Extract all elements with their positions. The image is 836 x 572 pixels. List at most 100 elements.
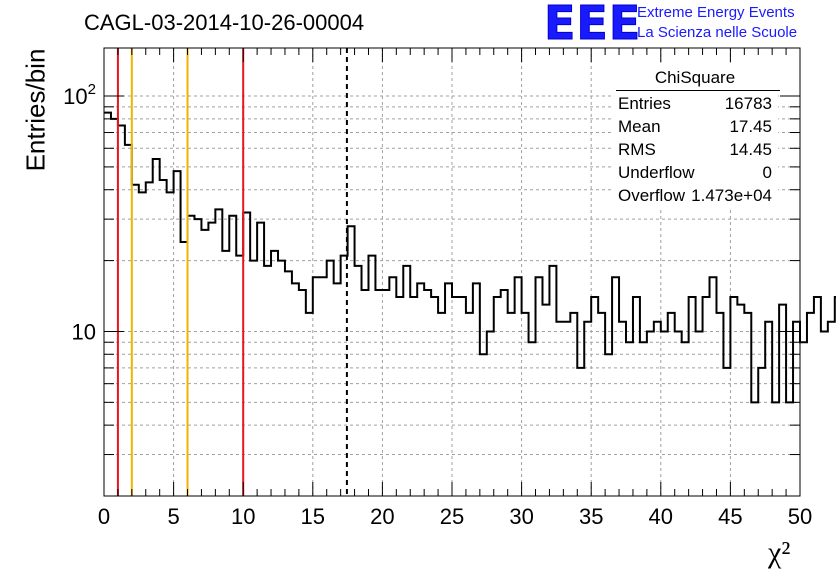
histogram-bin bbox=[703, 297, 710, 496]
chart-title: CAGL-03-2014-10-26-00004 bbox=[84, 10, 365, 35]
histogram-bin bbox=[146, 182, 153, 496]
histogram-bin bbox=[257, 223, 264, 496]
histogram-bin bbox=[243, 213, 250, 496]
histogram-bin bbox=[529, 342, 536, 496]
histogram-bin bbox=[807, 313, 814, 496]
histogram-bin bbox=[612, 277, 619, 496]
histogram-bin bbox=[619, 322, 626, 496]
histogram-bin bbox=[271, 251, 278, 496]
histogram-bin bbox=[236, 256, 243, 496]
histogram-bin bbox=[153, 159, 160, 496]
histogram-bin bbox=[208, 223, 215, 496]
stats-value: 1.473e+04 bbox=[691, 186, 772, 205]
histogram-bin bbox=[194, 219, 201, 496]
x-tick-label: 0 bbox=[98, 504, 110, 529]
histogram-bin bbox=[605, 354, 612, 496]
x-tick-label: 30 bbox=[509, 504, 533, 529]
histogram-bin bbox=[438, 313, 445, 496]
histogram-bin bbox=[111, 119, 118, 496]
histogram-bin bbox=[424, 290, 431, 496]
histogram-bin bbox=[626, 342, 633, 496]
histogram-bin bbox=[710, 277, 717, 496]
histogram-bin bbox=[821, 331, 828, 496]
histogram-bin bbox=[758, 368, 765, 496]
histogram-bin bbox=[348, 226, 355, 496]
stats-row-mean: Mean 17.45 bbox=[618, 117, 772, 139]
eee-logo: EEE bbox=[543, 0, 642, 50]
histogram-bin bbox=[668, 313, 675, 496]
histogram-bin bbox=[160, 180, 167, 496]
histogram-bin bbox=[737, 305, 744, 496]
histogram-bin bbox=[556, 322, 563, 496]
histogram-bin bbox=[445, 283, 452, 496]
histogram-bin bbox=[696, 331, 703, 496]
histogram-bin bbox=[104, 113, 111, 496]
stats-row-entries: Entries 16783 bbox=[618, 94, 772, 116]
histogram-bin bbox=[132, 185, 139, 496]
x-tick-label: 5 bbox=[167, 504, 179, 529]
histogram-bin bbox=[744, 313, 751, 496]
histogram-bin bbox=[772, 402, 779, 496]
histogram-bin bbox=[751, 402, 758, 496]
histogram-bin bbox=[522, 313, 529, 496]
x-tick-label: 50 bbox=[788, 504, 812, 529]
histogram-bin bbox=[828, 322, 835, 496]
stats-box: ChiSquare Entries 16783 Mean 17.45 RMS 1… bbox=[612, 66, 780, 208]
histogram-bin bbox=[536, 277, 543, 496]
histogram-bin bbox=[480, 354, 487, 496]
histogram-bin bbox=[682, 342, 689, 496]
histogram-bin bbox=[563, 322, 570, 496]
x-axis-label: χ² bbox=[768, 536, 791, 569]
histogram-bin bbox=[661, 331, 668, 496]
histogram-bin bbox=[689, 297, 696, 496]
histogram-bin bbox=[306, 313, 313, 496]
histogram-bin bbox=[487, 331, 494, 496]
stats-divider bbox=[616, 90, 780, 91]
histogram-bin bbox=[584, 322, 591, 496]
histogram-bin bbox=[139, 192, 146, 496]
histogram-bin bbox=[654, 322, 661, 496]
histogram-bin bbox=[382, 290, 389, 496]
x-tick-label: 25 bbox=[440, 504, 464, 529]
histogram-bin bbox=[730, 297, 737, 496]
histogram-bin bbox=[431, 297, 438, 496]
x-tick-label: 10 bbox=[231, 504, 255, 529]
histogram-bin bbox=[368, 256, 375, 496]
stats-value: 0 bbox=[762, 163, 772, 182]
histogram-bin bbox=[278, 261, 285, 496]
logo-line-2: La Scienza nelle Scuole bbox=[637, 24, 798, 41]
x-tick-label: 40 bbox=[649, 504, 673, 529]
histogram-bin bbox=[181, 242, 188, 496]
histogram-bin bbox=[515, 277, 522, 496]
histogram-bin bbox=[779, 305, 786, 496]
histogram-bin bbox=[215, 209, 222, 496]
stats-row-overflow: Overflow 1.473e+04 bbox=[618, 186, 772, 208]
histogram-bin bbox=[786, 402, 793, 496]
histogram-bin bbox=[417, 283, 424, 496]
histogram-bin bbox=[410, 297, 417, 496]
histogram-bin bbox=[229, 216, 236, 496]
histogram-bin bbox=[640, 342, 647, 496]
histogram-bin bbox=[327, 261, 334, 496]
stats-key: Mean bbox=[618, 117, 661, 136]
histogram-bin bbox=[466, 313, 473, 496]
stats-value: 16783 bbox=[724, 94, 772, 113]
histogram-bin bbox=[375, 290, 382, 496]
histogram-bin bbox=[313, 277, 320, 496]
histogram-bin bbox=[174, 171, 181, 496]
histogram-bin bbox=[299, 290, 306, 496]
histogram-bin bbox=[222, 251, 229, 496]
histogram-bin bbox=[389, 277, 396, 496]
histogram-bin bbox=[598, 313, 605, 496]
stats-key: Underflow bbox=[618, 163, 695, 182]
histogram-bin bbox=[403, 266, 410, 496]
stats-value: 17.45 bbox=[729, 117, 772, 136]
histogram-bin bbox=[250, 261, 257, 496]
histogram-bin bbox=[765, 322, 772, 496]
x-tick-label: 20 bbox=[370, 504, 394, 529]
histogram-bin bbox=[292, 283, 299, 496]
stats-row-underflow: Underflow 0 bbox=[618, 163, 772, 185]
histogram-bin bbox=[542, 305, 549, 496]
